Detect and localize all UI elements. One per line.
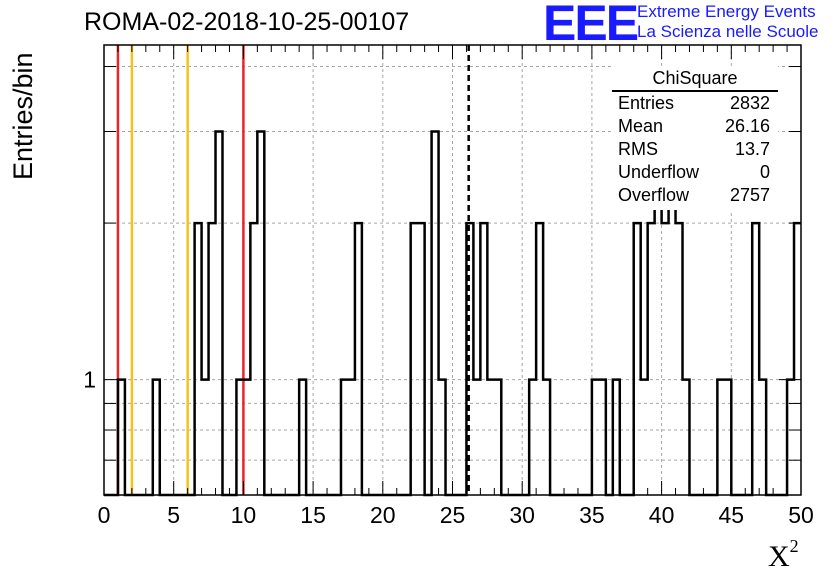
logo-line-2: La Scienza nelle Scuole [637, 22, 819, 41]
stats-value: 0 [759, 162, 770, 182]
stats-row-overflow: Overflow 2757 [618, 185, 770, 207]
stats-row-rms: RMS 13.7 [618, 139, 770, 161]
axis-ticks [103, 45, 802, 496]
x-tick-label: 30 [509, 502, 535, 528]
x-tick-label: 10 [231, 502, 257, 528]
x-tick-label: 5 [167, 502, 180, 528]
x-tick-label: 20 [370, 502, 396, 528]
x-axis-label: X2 [768, 536, 799, 574]
stats-key: Underflow [618, 162, 700, 182]
stats-title-rule [612, 90, 778, 92]
stats-row-underflow: Underflow 0 [618, 162, 770, 184]
x-tick-label: 40 [649, 502, 675, 528]
x-tick-label: 35 [579, 502, 605, 528]
x-tick-label: 50 [788, 502, 814, 528]
logo-line-1: Extreme Energy Events [637, 2, 816, 21]
x-tick-label: 15 [300, 502, 326, 528]
stats-value: 2757 [729, 185, 770, 205]
stats-key: Mean [618, 116, 664, 136]
stats-row-mean: Mean 26.16 [618, 116, 770, 138]
x-axis-label-exponent: 2 [789, 536, 799, 556]
tick-labels: 0 5 10 15 20 25 30 35 40 45 50 1 [83, 367, 814, 528]
stats-value: 26.16 [724, 116, 770, 136]
y-tick-label: 1 [83, 367, 96, 393]
stats-key: Overflow [618, 185, 690, 205]
x-tick-label: 25 [440, 502, 466, 528]
stats-key: RMS [618, 139, 658, 159]
x-tick-label: 45 [719, 502, 745, 528]
x-axis-label-base: X [768, 540, 790, 573]
stats-value: 13.7 [734, 139, 770, 159]
stats-value: 2832 [729, 93, 770, 113]
y-axis-label: Entries/bin [8, 52, 38, 180]
histogram-series [104, 130, 801, 497]
histogram-outline [104, 130, 801, 497]
run-title: ROMA-02-2018-10-25-00107 [84, 8, 410, 36]
x-tick-label: 0 [98, 502, 111, 528]
reference-lines [116, 45, 470, 495]
eee-logo: EEE Extreme Energy Events La Scienza nel… [543, 0, 833, 51]
logo-mark: EEE [543, 0, 639, 51]
stats-box: ChiSquare Entries 2832 Mean 26.16 RMS 13… [612, 66, 778, 210]
stats-row-entries: Entries 2832 [618, 93, 770, 115]
stats-key: Entries [618, 93, 675, 113]
stats-title: ChiSquare [652, 68, 738, 88]
